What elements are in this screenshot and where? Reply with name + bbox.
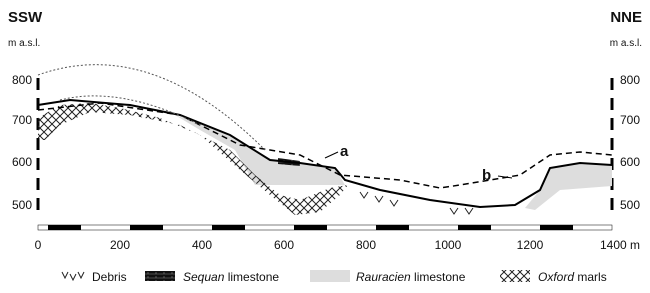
annotation-a: a (340, 143, 349, 160)
direction-left: SSW (8, 9, 43, 26)
legend-rest: limestone (228, 270, 280, 284)
scale-seg (212, 225, 245, 230)
scale-seg (48, 225, 81, 230)
cross-section: SSW NNE m a.s.l. m a.s.l. 800 700 600 50… (0, 0, 650, 293)
x-label: 200 (110, 238, 130, 252)
legend-italic: Rauracien (356, 270, 411, 284)
unit-left: m a.s.l. (8, 38, 40, 49)
x-label: 1200 (517, 238, 544, 252)
y-label: 500 (620, 198, 640, 212)
y-label: 600 (620, 155, 640, 169)
scale-seg (130, 225, 163, 230)
y-label: 800 (620, 73, 640, 87)
unit-right: m a.s.l. (610, 38, 642, 49)
direction-right: NNE (610, 9, 642, 26)
legend-swatch (62, 272, 84, 280)
scale-seg (458, 225, 491, 230)
y-labels-left: 800 700 600 500 (12, 73, 32, 212)
legend-rest: marls (577, 270, 606, 284)
legend-italic: Oxford (538, 270, 574, 284)
legend-label: Sequan limestone (183, 270, 279, 284)
y-label: 500 (12, 198, 32, 212)
rauracien-left (175, 115, 345, 185)
x-label: 1400 m (600, 238, 640, 252)
legend-italic: Sequan (183, 270, 225, 284)
legend: Debris Sequan limestone Rauracien limest… (62, 270, 607, 284)
y-label: 700 (12, 113, 32, 127)
x-label: 600 (274, 238, 294, 252)
y-label: 700 (620, 113, 640, 127)
y-label: 800 (12, 73, 32, 87)
annotation-b: b (482, 167, 491, 184)
x-labels: 0 200 400 600 800 1000 1200 1400 m (35, 238, 640, 252)
x-label: 0 (35, 238, 42, 252)
scale-seg (376, 225, 409, 230)
scale-seg (540, 225, 573, 230)
arrow (325, 152, 338, 158)
legend-swatch (500, 270, 530, 282)
legend-label: Rauracien limestone (356, 270, 466, 284)
legend-label: Oxford marls (538, 270, 607, 284)
rauracien-right (525, 163, 612, 210)
scale-bar (38, 225, 612, 230)
y-labels-right: 800 700 600 500 (620, 73, 640, 212)
legend-swatch (145, 271, 175, 281)
scale-seg (294, 225, 327, 230)
y-label: 600 (12, 155, 32, 169)
legend-swatch (310, 270, 350, 282)
x-label: 800 (356, 238, 376, 252)
x-label: 1000 (435, 238, 462, 252)
x-label: 400 (192, 238, 212, 252)
legend-label: Debris (92, 270, 127, 284)
legend-rest: limestone (414, 270, 466, 284)
